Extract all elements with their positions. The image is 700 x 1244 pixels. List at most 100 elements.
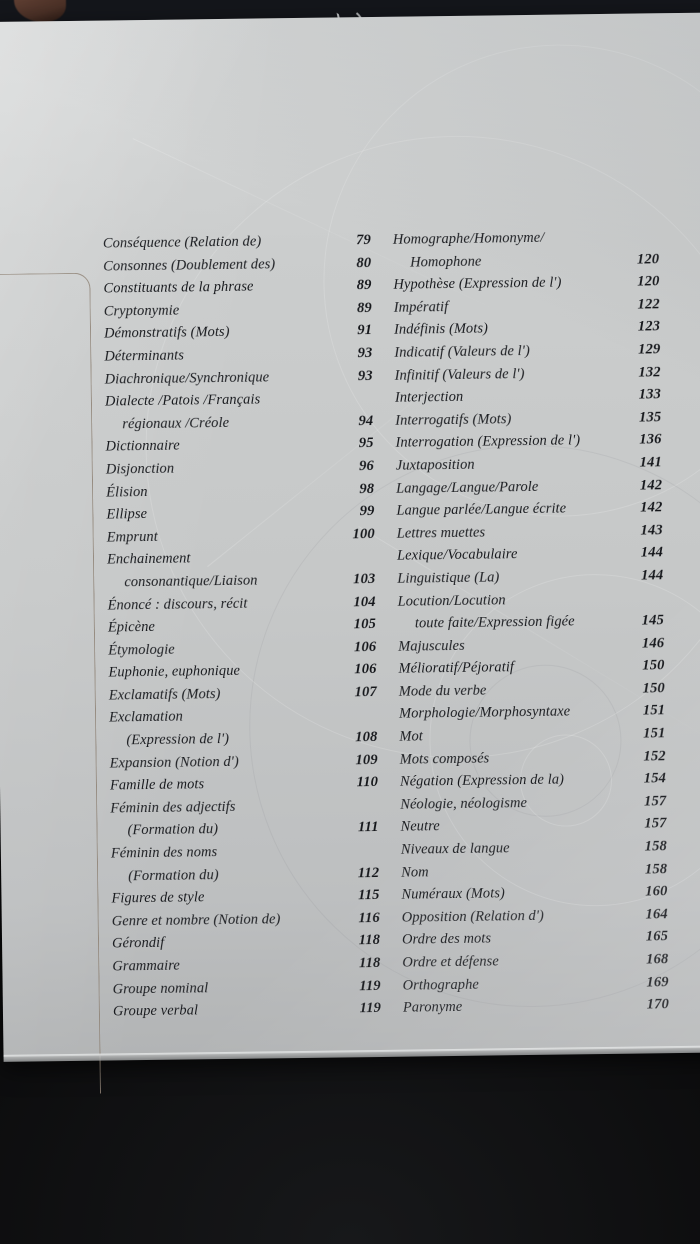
index-entry-label: Orthographe xyxy=(402,976,480,994)
index-entry-page-number: 103 xyxy=(353,570,376,588)
index-entry-label: Féminin des noms xyxy=(110,844,218,862)
index-entry-label: Dictionnaire xyxy=(105,437,180,455)
index-entry-page-number: 109 xyxy=(355,751,378,768)
index-entry-page-number: 141 xyxy=(639,454,662,471)
index-entry-label: Morphologie/Morphosyntaxe xyxy=(398,703,571,723)
index-entry-page-number: 132 xyxy=(638,363,661,381)
index-entry-label: Niveaux de langue xyxy=(400,840,510,858)
index-entry-page-number: 119 xyxy=(359,977,381,994)
index-entry-label: Indéfinis (Mots) xyxy=(393,320,489,339)
index-entry-page-number: 119 xyxy=(359,1000,382,1017)
index-entry-page-number: 152 xyxy=(643,747,666,765)
index-entry-label: Opposition (Relation d') xyxy=(401,907,545,926)
index-entry-label: Négation (Expression de la) xyxy=(399,771,565,790)
index-entry-page-number: 165 xyxy=(645,928,669,945)
index-entry: Exclamation (Expression de l') 108 xyxy=(109,703,388,752)
index-entry-page-number: 151 xyxy=(643,725,666,742)
index-entry-page-number: 142 xyxy=(639,476,663,494)
index-entry-label: Locution/Locution xyxy=(397,591,506,610)
index-entry-label: Féminin des adjectifs xyxy=(110,798,236,817)
index-entry: Locution/Locution toute faite/Expression … xyxy=(397,587,666,636)
index-entry-page-number: 154 xyxy=(643,770,667,787)
index-entry-page-number: 158 xyxy=(644,838,667,855)
index-entry: Paronyme 170 xyxy=(403,993,671,1019)
index-entry-page-number: 105 xyxy=(353,616,377,633)
index-entry-label: Homographe/Homonyme/ xyxy=(392,229,545,248)
index-entry-label: Paronyme xyxy=(402,999,463,1016)
index-entry: Dialecte /Patois /Français régionaux /Cré… xyxy=(105,387,384,436)
index-entry: Enchainement consonantique/Liaison 103 xyxy=(107,545,386,594)
index-entry-page-number: 79 xyxy=(355,232,371,249)
index-entry-label: Étymologie xyxy=(108,641,175,659)
index-entry-page-number: 122 xyxy=(637,296,660,313)
index-entry-page-number: 99 xyxy=(359,503,375,520)
index-entry-page-number: 118 xyxy=(358,954,381,972)
index-entry-label: Mots composés xyxy=(399,750,490,768)
index-entry-page-number: 144 xyxy=(640,567,664,584)
index-entry-label: Langage/Langue/Parole xyxy=(396,478,539,497)
index-entry-label: Mode du verbe xyxy=(398,682,487,700)
index-entry-label: Juxtaposition xyxy=(395,456,475,474)
index-entry-label: Linguistique (La) xyxy=(397,569,500,587)
index-entry-page-number: 136 xyxy=(639,431,662,448)
index-entry-page-number: 129 xyxy=(638,341,661,358)
index-entry-page-number: 110 xyxy=(356,774,379,791)
index-entry-label: Énoncé : discours, récit xyxy=(107,595,248,614)
index-entry-label: Expansion (Notion d') xyxy=(109,753,239,772)
index-entry-label: Hypothèse (Expression de l') xyxy=(393,274,562,293)
index-entry-label: Ordre des mots xyxy=(401,930,492,949)
index-entry-label: Figures de style xyxy=(111,889,205,907)
index-entry-page-number: 145 xyxy=(641,612,664,629)
index-entry-page-number: 135 xyxy=(638,408,662,426)
index-entry-page-number: 100 xyxy=(352,525,375,543)
index-entry-page-number: 95 xyxy=(358,435,374,452)
index-entry-label: Interjection xyxy=(394,388,464,406)
index-entry-page-number: 157 xyxy=(643,793,667,810)
index-entry-page-number: 108 xyxy=(355,729,378,746)
index-entry-label: Ellipse xyxy=(106,506,148,523)
index-entry-page-number: 93 xyxy=(357,344,373,362)
index-entry-label: Conséquence (Relation de) xyxy=(102,233,262,252)
index-entry-label: Disjonction xyxy=(105,460,175,478)
index-entry-page-number: 115 xyxy=(357,887,380,904)
index-entry-page-number: 111 xyxy=(357,819,379,836)
index-entry-page-number: 170 xyxy=(646,996,670,1013)
index-entry-label: Groupe verbal xyxy=(112,1002,199,1020)
index-entry-page-number: 160 xyxy=(645,883,668,900)
index-entry-label: Mélioratif/Péjoratif xyxy=(398,659,515,677)
index-entry-label: Ordre et défense xyxy=(402,953,499,971)
index-entry-page-number: 96 xyxy=(358,457,374,475)
index-columns: Conséquence (Relation de) 79 Consonnes (Do… xyxy=(0,12,700,1056)
index-entry-label: Constituants de la phrase xyxy=(103,278,254,297)
index-entry-label: Interrogation (Expression de l') xyxy=(395,432,581,452)
index-entry-page-number: 150 xyxy=(642,680,665,697)
index-entry-page-number: 169 xyxy=(646,973,669,991)
index-entry-label: Impératif xyxy=(393,298,449,316)
index-entry-label: Emprunt xyxy=(106,528,158,546)
index-entry-page-number: 106 xyxy=(354,661,377,678)
index-entry-label: Déterminants xyxy=(104,347,185,365)
index-entry-page-number: 142 xyxy=(640,499,663,516)
index-entry-page-number: 94 xyxy=(358,412,374,429)
index-entry-page-number: 158 xyxy=(644,860,668,878)
index-entry-page-number: 106 xyxy=(353,638,377,655)
index-entry-label: Famille de mots xyxy=(109,776,205,794)
index-entry-page-number: 146 xyxy=(641,634,665,652)
index-entry: Homographe/Homonyme/Homophone 120 xyxy=(393,225,662,274)
index-entry-label: Interrogatifs (Mots) xyxy=(395,410,512,429)
index-entry-label: Nom xyxy=(401,863,429,881)
index-entry-label: Exclamatifs (Mots) xyxy=(108,685,221,704)
index-entry-label: Neutre xyxy=(400,818,440,836)
index-entry-page-number: 89 xyxy=(356,299,372,317)
index-entry-label: Lexique/Vocabulaire xyxy=(396,546,518,565)
index-entry-label: Élision xyxy=(106,483,148,501)
index-entry-label: Langue parlée/Langue écrite xyxy=(396,500,567,519)
index-entry-page-number: 116 xyxy=(358,909,380,927)
index-entry-page-number: 91 xyxy=(357,322,373,339)
index-entry-label: Dialecte /Patois /Français xyxy=(104,391,261,410)
index-entry-page-number: 118 xyxy=(358,932,381,949)
index-entry-label: Exclamation xyxy=(109,709,184,726)
index-entry: Féminin des noms (Formation du) 112 xyxy=(111,839,390,888)
index-entry-label: Grammaire xyxy=(112,957,181,975)
